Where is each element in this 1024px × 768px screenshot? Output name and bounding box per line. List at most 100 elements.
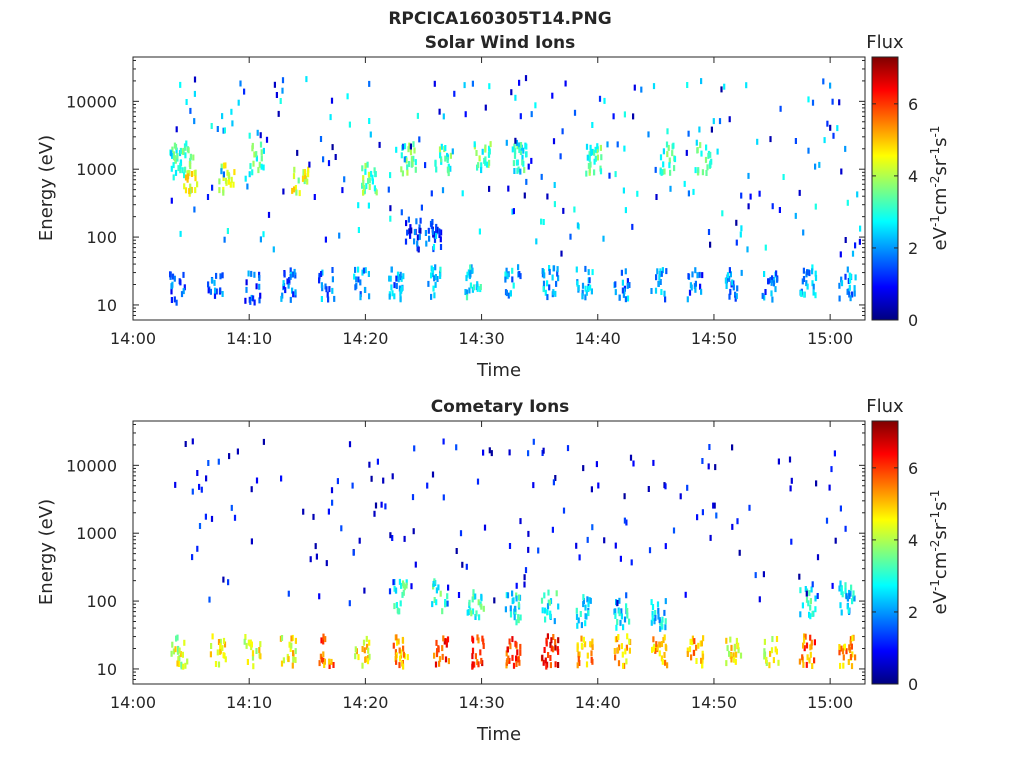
heatmap-cell: [804, 633, 807, 640]
heatmap-cell: [400, 152, 403, 159]
heatmap-cell: [399, 296, 402, 303]
heatmap-cell: [810, 639, 813, 646]
heatmap-cell: [685, 149, 688, 156]
heatmap-cell: [707, 463, 710, 470]
heatmap-cell: [710, 126, 713, 133]
heatmap-cell: [588, 597, 591, 604]
heatmap-cell: [204, 513, 207, 520]
heatmap-cell: [542, 286, 545, 293]
heatmap-cell: [622, 624, 625, 631]
heatmap-cell: [171, 146, 174, 153]
heatmap-cell: [554, 475, 557, 481]
heatmap-cell: [656, 601, 660, 608]
heatmap-cell: [802, 276, 806, 282]
heatmap-cell: [172, 162, 175, 169]
heatmap-cell: [848, 593, 851, 600]
heatmap-cell: [354, 266, 357, 273]
heatmap-cell: [411, 494, 415, 501]
heatmap-cell: [709, 534, 712, 541]
heatmap-cell: [332, 662, 335, 668]
heatmap-cell: [259, 292, 262, 299]
heatmap-cell: [550, 637, 553, 644]
heatmap-cell: [833, 450, 836, 457]
heatmap-cell: [578, 660, 581, 666]
heatmap-cell: [579, 611, 582, 617]
heatmap-cell: [259, 236, 262, 243]
heatmap-cell: [511, 636, 514, 643]
heatmap-cell: [210, 123, 213, 129]
heatmap-cell: [541, 268, 544, 274]
heatmap-cell: [294, 289, 297, 296]
heatmap-cell: [709, 241, 712, 248]
heatmap-cell: [364, 267, 367, 274]
heatmap-cell: [626, 278, 629, 285]
heatmap-cell: [308, 161, 311, 168]
heatmap-cell: [549, 655, 552, 661]
heatmap-cell: [505, 290, 508, 297]
heatmap-cell: [183, 172, 186, 179]
heatmap-cell: [735, 219, 738, 226]
heatmap-cell: [179, 167, 182, 174]
heatmap-cell: [284, 287, 287, 294]
heatmap-cell: [289, 267, 292, 274]
heatmap-cell: [251, 654, 255, 661]
heatmap-cell: [205, 475, 208, 482]
heatmap-cell: [188, 170, 191, 177]
heatmap-cell: [362, 189, 365, 196]
heatmap-cell: [699, 283, 702, 290]
heatmap-cell: [832, 132, 835, 139]
heatmap-cell: [305, 76, 308, 83]
heatmap-cell: [331, 267, 334, 273]
heatmap-cell: [838, 295, 841, 302]
heatmap-cell: [514, 605, 517, 612]
heatmap-cell: [470, 264, 473, 271]
heatmap-cell: [591, 122, 594, 128]
heatmap-cell: [806, 283, 809, 290]
heatmap-cell: [668, 157, 671, 164]
heatmap-cell: [196, 470, 199, 476]
heatmap-cell: [576, 622, 579, 629]
heatmap-cell: [679, 493, 682, 500]
heatmap-cell: [849, 273, 852, 280]
heatmap-cell: [693, 283, 696, 290]
heatmap-cell: [439, 152, 442, 159]
heatmap-cell: [447, 658, 450, 665]
heatmap-cell: [525, 151, 528, 158]
heatmap-cell: [318, 277, 321, 284]
axes-frame: [132, 420, 866, 685]
heatmap-cell: [582, 636, 585, 643]
heatmap-cell: [564, 80, 567, 87]
heatmap-cell: [303, 169, 307, 175]
heatmap-cell: [516, 143, 519, 150]
x-tick-label: 14:40: [575, 693, 621, 712]
heatmap-cell: [482, 449, 485, 456]
colorbar: Flux 0 2 4 6 eV-1cm-2sr-1s-1: [866, 32, 951, 330]
heatmap-cell: [626, 612, 629, 619]
heatmap-cell: [686, 647, 689, 654]
heatmap-cell: [624, 296, 627, 303]
heatmap-cell: [664, 296, 667, 303]
heatmap-cell: [194, 175, 197, 182]
heatmap-cell: [632, 460, 635, 467]
heatmap-cell: [255, 155, 258, 162]
heatmap-cell: [406, 654, 409, 661]
heatmap-cell: [557, 648, 560, 655]
heatmap-cell: [398, 647, 401, 654]
heatmap-cell: [219, 643, 222, 650]
heatmap-cell: [433, 232, 436, 239]
heatmap-cell: [809, 604, 812, 611]
heatmap-cell: [290, 642, 293, 649]
heatmap-cell: [552, 646, 555, 653]
heatmap-cell: [441, 187, 445, 194]
heatmap-cell: [480, 603, 483, 610]
heatmap-cell: [814, 270, 817, 277]
heatmap-cell: [443, 638, 446, 645]
heatmap-cell: [468, 599, 471, 606]
heatmap-cell: [504, 276, 507, 283]
colorbar-title: Flux: [866, 396, 904, 417]
y-tick-label: 1000: [76, 524, 117, 543]
heatmap-cell: [435, 223, 438, 230]
heatmap-cell: [262, 438, 265, 445]
heatmap-cell: [735, 239, 738, 246]
heatmap-cell: [398, 285, 401, 292]
